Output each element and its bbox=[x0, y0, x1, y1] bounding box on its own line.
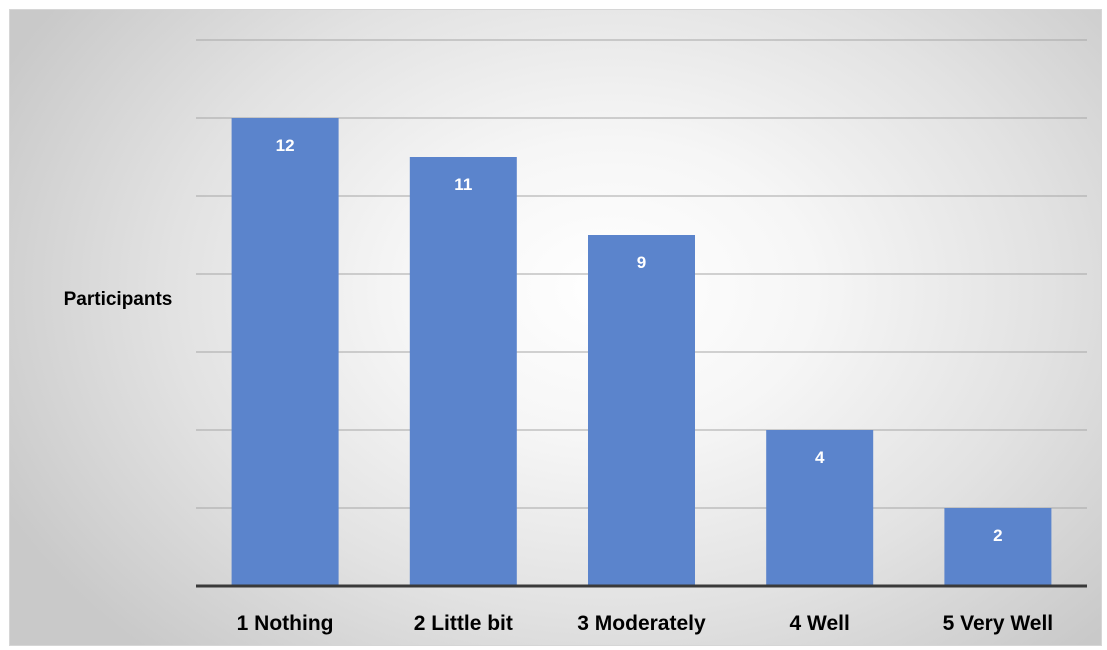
data-label: 2 bbox=[993, 526, 1002, 545]
chart-frame bbox=[9, 9, 1102, 646]
gridlines bbox=[196, 39, 1087, 509]
bar bbox=[588, 235, 695, 586]
data-labels: 12 11 9 4 2 bbox=[276, 136, 1003, 545]
data-label: 4 bbox=[815, 448, 825, 467]
bars bbox=[231, 118, 1052, 586]
bar bbox=[766, 430, 874, 586]
category-label: 2 Little bit bbox=[414, 612, 513, 635]
bar bbox=[409, 157, 517, 586]
category-labels: 1 Nothing 2 Little bit 3 Moderately 4 Well 5… bbox=[237, 612, 1053, 635]
data-label: 11 bbox=[454, 175, 472, 194]
category-label: 1 Nothing bbox=[237, 612, 334, 635]
bar bbox=[231, 118, 339, 586]
category-label: 4 Well bbox=[790, 612, 850, 635]
data-label: 9 bbox=[637, 253, 646, 272]
category-label: 5 Very Well bbox=[943, 612, 1054, 635]
bar bbox=[944, 508, 1052, 586]
category-label: 3 Moderately bbox=[577, 612, 706, 635]
data-label: 12 bbox=[276, 136, 295, 155]
y-axis-label: Participants bbox=[64, 289, 173, 310]
